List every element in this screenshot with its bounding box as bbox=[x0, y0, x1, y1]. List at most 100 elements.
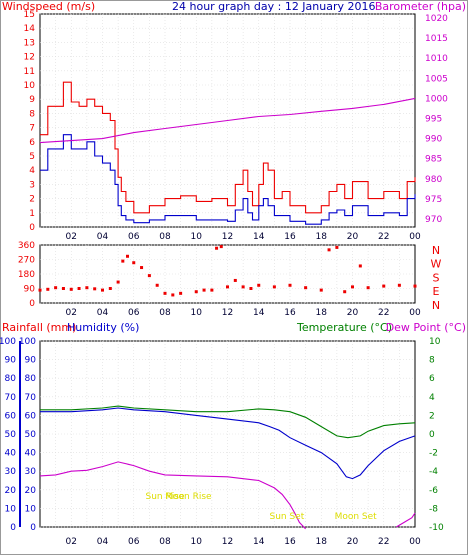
wind-panel-x-tick-label: 12 bbox=[222, 232, 233, 242]
wind-direction-point bbox=[121, 259, 125, 263]
windspeed-y-tick-label: 7 bbox=[29, 124, 35, 134]
wind-direction-point bbox=[343, 290, 347, 294]
windspeed-y-tick-label: 0 bbox=[29, 223, 35, 233]
windspeed-y-tick-label: 9 bbox=[29, 95, 35, 105]
rainfall-y-tick-label: 60 bbox=[5, 411, 17, 421]
rainfall-y-tick-label: 0 bbox=[10, 523, 16, 533]
temp-panel-x-tick-label: 00 bbox=[409, 537, 421, 547]
temp-panel-x-tick-label: 14 bbox=[253, 537, 265, 547]
humidity-y-tick-label: 60 bbox=[25, 411, 37, 421]
humidity-y-tick-label: 70 bbox=[25, 393, 37, 403]
windspeed-y-tick-label: 2 bbox=[29, 195, 35, 205]
compass-label: N bbox=[432, 299, 440, 312]
temperature-y-tick-label: -8 bbox=[429, 504, 438, 514]
rainfall-y-tick-label: 20 bbox=[5, 486, 17, 496]
barometer-y-tick-label: 1005 bbox=[425, 74, 448, 84]
humidity-y-tick-label: 80 bbox=[25, 374, 37, 384]
direction-panel-x-tick-label: 22 bbox=[378, 308, 389, 318]
humidity-y-tick-label: 30 bbox=[25, 467, 37, 477]
windspeed-y-tick-label: 3 bbox=[29, 180, 35, 190]
series-line-barometer bbox=[39, 97, 416, 144]
humidity-y-tick-label: 20 bbox=[25, 486, 37, 496]
wind-direction-point bbox=[215, 246, 219, 250]
temp-panel-x-tick-label: 20 bbox=[347, 537, 359, 547]
barometer-y-tick-label: 970 bbox=[425, 215, 442, 225]
humidity-y-tick-label: 40 bbox=[25, 449, 37, 459]
humidity-axis-label: Humidity (%) bbox=[67, 321, 139, 334]
barometer-y-tick-label: 1000 bbox=[425, 94, 448, 104]
chart-title: 24 hour graph day : 12 January 2016 bbox=[172, 0, 376, 13]
wind-direction-point bbox=[358, 264, 362, 268]
barometer-y-tick-label: 995 bbox=[425, 114, 442, 124]
wind-direction-point bbox=[54, 286, 58, 290]
temperature-y-tick-label: -6 bbox=[429, 486, 438, 496]
direction-y-tick-label: 90 bbox=[24, 285, 36, 295]
rainfall-axis-label: Rainfall (mm) bbox=[2, 321, 76, 334]
wind-direction-point bbox=[132, 261, 136, 265]
rainfall-y-tick-label: 90 bbox=[5, 356, 17, 366]
temperature-y-tick-label: 4 bbox=[429, 393, 435, 403]
temp-panel-x-tick-label: 12 bbox=[222, 537, 233, 547]
temp-panel-x-tick-label: 18 bbox=[316, 537, 328, 547]
wind-panel-x-tick-label: 02 bbox=[66, 232, 77, 242]
wind-direction-point bbox=[171, 293, 175, 297]
barometer-axis-label: Barometer (hpa) bbox=[375, 0, 466, 13]
barometer-y-tick-label: 1010 bbox=[425, 54, 448, 64]
wind-direction-point bbox=[140, 266, 144, 270]
wind-direction-point bbox=[69, 287, 73, 291]
direction-y-tick-label: 270 bbox=[18, 256, 35, 266]
windspeed-y-tick-label: 12 bbox=[24, 53, 35, 63]
humidity-y-tick-label: 50 bbox=[25, 430, 37, 440]
windspeed-y-tick-label: 8 bbox=[29, 109, 35, 119]
direction-panel-x-tick-label: 04 bbox=[97, 308, 109, 318]
temp-panel-x-tick-label: 10 bbox=[191, 537, 203, 547]
temp-panel-x-tick-label: 02 bbox=[66, 537, 77, 547]
dewpoint-axis-label: Dew Point (°C) bbox=[386, 321, 466, 334]
series-line-dew-point bbox=[396, 512, 416, 528]
wind-direction-point bbox=[38, 288, 42, 292]
wind-direction-point bbox=[351, 285, 354, 289]
temperature-y-tick-label: -10 bbox=[429, 523, 444, 533]
windspeed-axis-label: Windspeed (m/s) bbox=[2, 0, 95, 13]
windspeed-y-tick-label: 10 bbox=[24, 81, 36, 91]
wind-direction-point bbox=[366, 286, 370, 290]
barometer-y-tick-label: 1020 bbox=[425, 14, 448, 24]
series-line-humidity bbox=[40, 407, 416, 480]
rainfall-y-tick-label: 50 bbox=[5, 430, 17, 440]
wind-direction-point bbox=[226, 285, 229, 289]
temperature-y-tick-label: 8 bbox=[429, 356, 435, 366]
direction-y-tick-label: 0 bbox=[29, 299, 35, 309]
direction-panel-x-tick-label: 18 bbox=[316, 308, 328, 318]
wind-direction-point bbox=[46, 287, 50, 291]
wind-direction-point bbox=[126, 254, 129, 258]
wind-direction-point bbox=[210, 288, 214, 292]
direction-panel-x-tick-label: 06 bbox=[128, 308, 140, 318]
windspeed-y-tick-label: 14 bbox=[24, 24, 36, 34]
temperature-y-tick-label: 10 bbox=[429, 337, 441, 347]
wind-direction-point bbox=[219, 245, 223, 249]
rainfall-y-tick-label: 40 bbox=[5, 449, 17, 459]
wind-direction-point bbox=[101, 288, 104, 292]
compass-label: W bbox=[431, 258, 442, 271]
wind-direction-point bbox=[382, 284, 386, 288]
wind-panel-x-tick-label: 20 bbox=[347, 232, 359, 242]
temp-panel-x-tick-label: 06 bbox=[128, 537, 140, 547]
windspeed-y-tick-label: 6 bbox=[29, 138, 35, 148]
humidity-y-tick-label: 100 bbox=[19, 337, 36, 347]
wind-panel-x-tick-label: 16 bbox=[284, 232, 296, 242]
temp-panel-x-tick-label: 08 bbox=[159, 537, 171, 547]
wind-direction-point bbox=[61, 287, 65, 290]
rainfall-y-tick-label: 10 bbox=[5, 504, 17, 514]
rainfall-y-tick-label: 100 bbox=[0, 337, 16, 347]
humidity-y-tick-label: 10 bbox=[25, 504, 37, 514]
direction-y-tick-label: 360 bbox=[18, 241, 35, 251]
temperature-y-tick-label: -2 bbox=[429, 449, 438, 459]
windspeed-y-tick-label: 5 bbox=[29, 152, 35, 162]
astro-annotation: Moon Rise bbox=[165, 492, 212, 502]
wind-direction-point bbox=[155, 283, 159, 287]
temp-panel-x-tick-label: 04 bbox=[97, 537, 109, 547]
rainfall-y-tick-label: 30 bbox=[5, 467, 17, 477]
series-line-windspeed bbox=[40, 134, 416, 225]
